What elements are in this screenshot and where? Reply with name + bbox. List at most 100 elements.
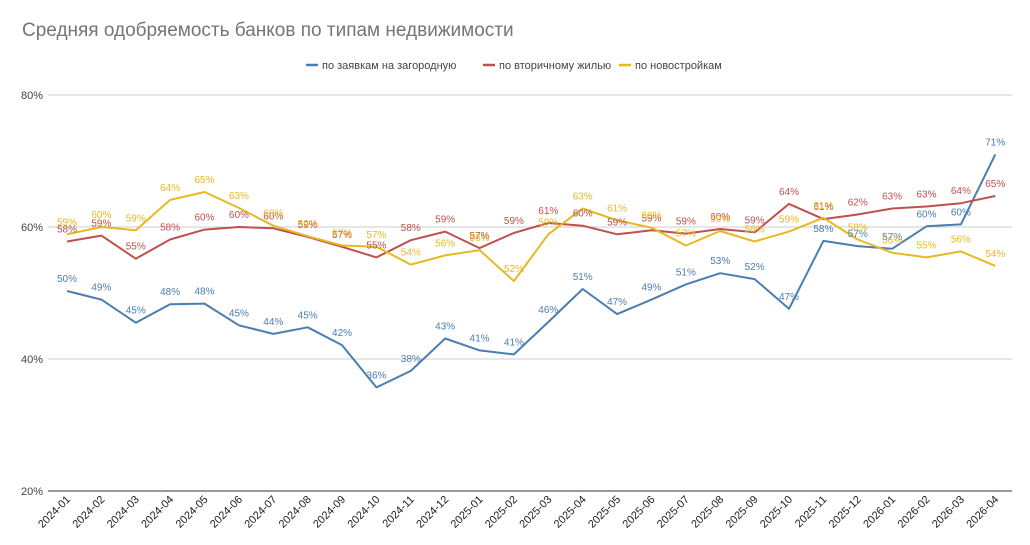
data-label: 55% [916,240,936,251]
data-label: 63% [916,190,936,201]
data-label: 42% [332,328,352,339]
data-label: 60% [951,207,971,218]
x-tick-label: 2024-04 [139,494,176,531]
x-tick-label: 2025-11 [793,494,829,530]
y-tick-label: 20% [21,486,43,498]
x-tick-label: 2025-10 [758,494,795,531]
data-label: 60% [710,212,730,223]
data-label: 41% [504,337,524,348]
chart-title: Средняя одобряемость банков по типам нед… [22,20,514,41]
data-label: 61% [813,201,833,212]
x-tick-label: 2025-06 [621,494,658,531]
data-label: 45% [126,306,146,317]
x-tick-label: 2025-02 [483,494,520,531]
data-label: 59% [298,219,318,230]
data-label: 51% [573,272,593,283]
data-label: 52% [745,262,765,273]
x-tick-label: 2024-08 [277,494,314,531]
data-label: 58% [401,223,421,234]
data-label: 61% [538,206,558,217]
data-label: 64% [951,186,971,197]
data-label: 53% [710,256,730,267]
x-tick-label: 2024-10 [346,494,383,531]
data-label: 59% [779,215,799,226]
data-label: 57% [470,231,490,242]
data-label: 57% [882,232,902,243]
x-tick-label: 2024-02 [70,494,107,531]
series-line [66,195,996,260]
data-label: 59% [641,213,661,224]
x-tick-label: 2025-12 [827,494,864,531]
series-line [66,153,997,389]
x-tick-label: 2024-09 [311,494,348,531]
data-label: 56% [882,236,902,247]
x-tick-label: 2024-12 [414,494,451,531]
data-label: 57% [676,228,696,239]
data-label: 63% [573,192,593,203]
data-label: 49% [91,283,111,294]
x-tick-label: 2025-07 [655,494,692,531]
x-tick-label: 2025-04 [552,494,589,531]
data-label: 60% [229,210,249,221]
legend-label: по новостройкам [635,60,722,72]
data-label: 50% [57,274,77,285]
x-tick-label: 2026-01 [861,494,898,531]
y-tick-label: 40% [21,354,43,366]
x-tick-label: 2026-03 [930,494,967,531]
data-label: 59% [504,216,524,227]
data-label: 58% [160,223,180,234]
data-label: 60% [641,211,661,222]
x-tick-label: 2025-03 [517,494,554,531]
data-label: 59% [298,220,318,231]
data-label: 65% [195,175,215,186]
data-label: 51% [676,267,696,278]
data-label: 62% [848,197,868,208]
data-label: 61% [607,203,627,214]
x-tick-label: 2024-03 [105,494,142,531]
data-label: 56% [470,233,490,244]
legend-label: по заявкам на загородную [322,60,456,72]
data-label: 59% [435,215,455,226]
data-label: 60% [91,210,111,221]
y-tick-label: 60% [21,222,43,234]
x-tick-label: 2024-06 [208,494,245,531]
data-label: 65% [985,179,1005,190]
x-tick-label: 2025-09 [724,494,761,531]
data-label: 60% [195,213,215,224]
data-label: 59% [538,217,558,228]
data-label: 44% [263,317,283,328]
x-tick-label: 2024-11 [380,494,416,530]
data-label: 46% [538,305,558,316]
data-label: 58% [745,225,765,236]
data-label: 49% [641,283,661,294]
data-label: 41% [470,333,490,344]
data-label: 54% [401,248,421,259]
x-tick-label: 2025-01 [449,494,486,531]
data-label: 59% [607,217,627,228]
data-label: 64% [779,187,799,198]
data-label: 71% [985,137,1005,148]
data-label: 59% [126,213,146,224]
data-label: 56% [951,234,971,245]
data-label: 47% [779,292,799,303]
x-tick-label: 2024-07 [242,494,279,531]
data-label: 60% [263,209,283,220]
data-label: 54% [985,249,1005,260]
data-label: 57% [332,228,352,239]
data-label: 56% [435,238,455,249]
data-label: 63% [882,192,902,203]
data-label: 57% [848,229,868,240]
data-label: 47% [607,297,627,308]
data-label: 59% [745,215,765,226]
data-label: 58% [57,225,77,236]
x-tick-label: 2025-08 [689,494,726,531]
y-tick-label: 80% [21,90,43,102]
data-label: 64% [160,183,180,194]
data-label: 61% [813,202,833,213]
data-label: 43% [435,322,455,333]
data-label: 55% [366,240,386,251]
data-label: 36% [366,370,386,381]
x-tick-label: 2024-05 [174,494,211,531]
series-line [66,191,996,283]
